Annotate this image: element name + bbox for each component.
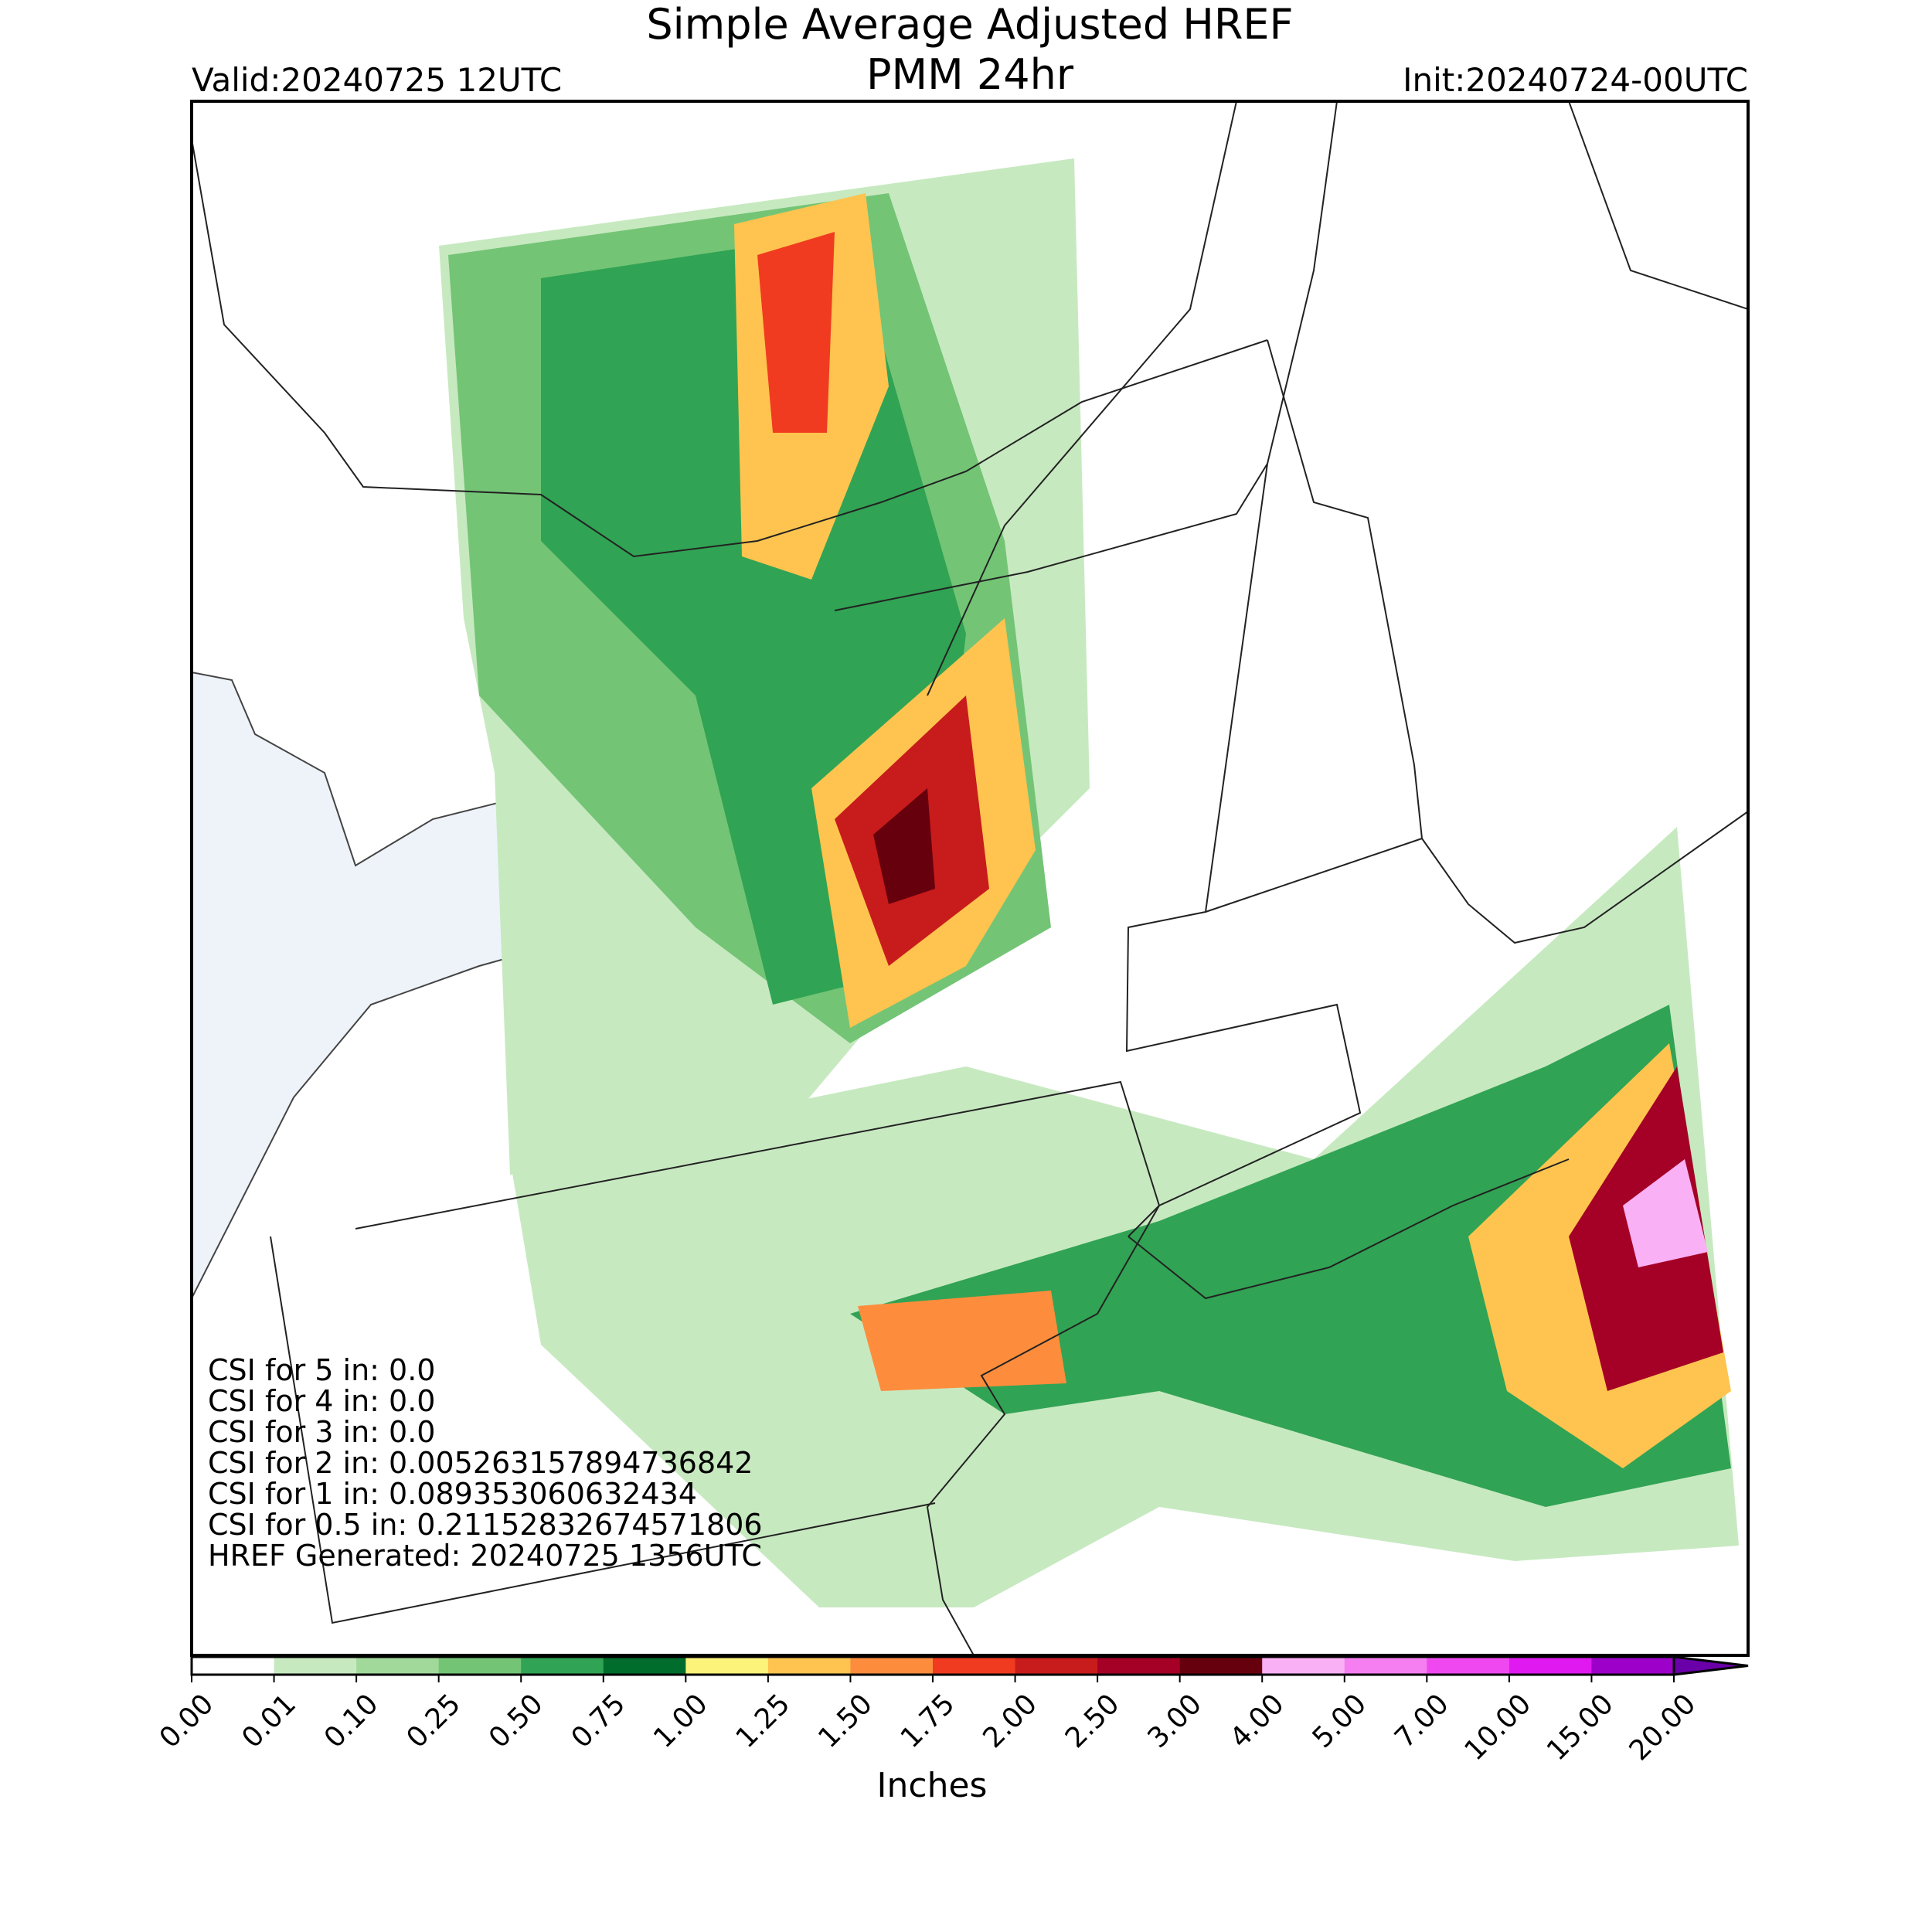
init-time: Init:20240724-00UTC [1403,61,1748,99]
colorbar-tick-label: 5.00 [1307,1688,1373,1754]
colorbar-segment [1509,1657,1592,1675]
stat-line: CSI for 0.5 in: 0.21152832674571806 [208,1508,763,1542]
colorbar-segment [356,1657,440,1675]
map-frame [190,100,1750,1657]
colorbar-segment [192,1657,275,1675]
precip-band [858,1291,1066,1391]
colorbar-tick-label: 0.50 [483,1688,549,1754]
colorbar-segment [274,1657,357,1675]
colorbar-extension [1672,1655,1749,1676]
colorbar-tick-label: 1.50 [812,1688,879,1754]
map [190,100,1750,1657]
colorbar-segment [933,1657,1016,1675]
stat-line: CSI for 5 in: 0.0 [208,1353,435,1387]
colorbar: 0.00 0.01 0.10 0.25 0.50 0.75 1.00 1.25 1.50 1.75… [154,1655,1749,1767]
colorbar-tick-label: 1.75 [895,1688,961,1754]
colorbar-segment [521,1657,604,1675]
colorbar-tick-label: 0.25 [400,1688,467,1754]
colorbar-tick-label: 2.50 [1060,1688,1126,1754]
colorbar-segment [1015,1657,1098,1675]
colorbar-segment [1427,1657,1510,1675]
colorbar-tick-label: 20.00 [1624,1688,1702,1767]
colorbar-segment [1344,1657,1427,1675]
valid-time: Valid:20240725 12UTC [192,61,562,99]
colorbar-tick-label: 0.01 [236,1688,302,1754]
colorbar-tick-label: 1.25 [730,1688,797,1754]
colorbar-tick-label: 1.00 [648,1688,714,1754]
boundaries [192,101,1748,1655]
precip-core [873,788,935,904]
stat-line: CSI for 1 in: 0.089353060632434 [208,1477,697,1511]
colorbar-segment [1097,1657,1181,1675]
stat-line: CSI for 2 in: 0.005263157894736842 [208,1446,753,1480]
stat-line: HREF Generated: 20240725 1356UTC [208,1539,762,1573]
colorbar-tick-label: 0.75 [566,1688,632,1754]
colorbar-segment [1262,1657,1345,1675]
colorbar-segment [603,1657,686,1675]
colorbar-tick-label: 0.10 [318,1688,385,1754]
colorbar-tick-label: 0.00 [154,1688,220,1754]
colorbar-tick-label: 2.00 [977,1688,1043,1754]
colorbar-tick-label: 15.00 [1541,1688,1620,1767]
colorbar-label: Inches [877,1766,988,1805]
title: Simple Average Adjusted HREF [646,0,1293,49]
colorbar-tick-label: 4.00 [1224,1688,1291,1754]
stat-line: CSI for 3 in: 0.0 [208,1415,435,1449]
colorbar-segment [685,1657,769,1675]
colorbar-segment [438,1657,522,1675]
colorbar-tick-label: 10.00 [1458,1688,1537,1767]
colorbar-segment [767,1657,851,1675]
precip-extreme [1623,1159,1708,1267]
colorbar-segment [1591,1657,1675,1675]
subtitle: PMM 24hr [866,50,1074,99]
colorbar-segment [850,1657,934,1675]
precip-core [757,232,835,433]
colorbar-tick-label: 7.00 [1389,1688,1455,1754]
stat-line: CSI for 4 in: 0.0 [208,1384,435,1418]
colorbar-segment [1179,1657,1263,1675]
colorbar-tick-label: 3.00 [1141,1688,1208,1754]
